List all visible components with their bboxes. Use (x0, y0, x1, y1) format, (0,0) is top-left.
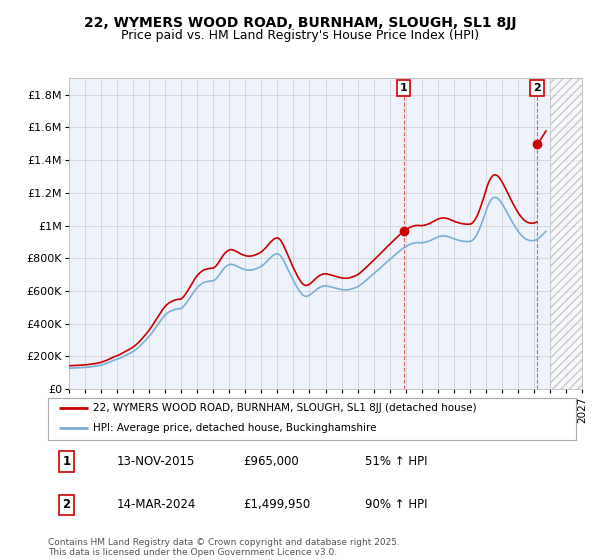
Text: 2: 2 (62, 498, 71, 511)
Text: 2: 2 (533, 83, 541, 93)
Text: 14-MAR-2024: 14-MAR-2024 (116, 498, 196, 511)
Text: £1,499,950: £1,499,950 (244, 498, 311, 511)
Text: £965,000: £965,000 (244, 455, 299, 468)
Text: 22, WYMERS WOOD ROAD, BURNHAM, SLOUGH, SL1 8JJ: 22, WYMERS WOOD ROAD, BURNHAM, SLOUGH, S… (84, 16, 516, 30)
Text: 51% ↑ HPI: 51% ↑ HPI (365, 455, 427, 468)
Text: 90% ↑ HPI: 90% ↑ HPI (365, 498, 427, 511)
Text: 1: 1 (62, 455, 71, 468)
Bar (550, 78, 582, 389)
Text: Price paid vs. HM Land Registry's House Price Index (HPI): Price paid vs. HM Land Registry's House … (121, 29, 479, 42)
Text: 22, WYMERS WOOD ROAD, BURNHAM, SLOUGH, SL1 8JJ (detached house): 22, WYMERS WOOD ROAD, BURNHAM, SLOUGH, S… (93, 403, 476, 413)
Text: Contains HM Land Registry data © Crown copyright and database right 2025.
This d: Contains HM Land Registry data © Crown c… (48, 538, 400, 557)
Text: 13-NOV-2015: 13-NOV-2015 (116, 455, 195, 468)
Text: 1: 1 (400, 83, 407, 93)
Text: HPI: Average price, detached house, Buckinghamshire: HPI: Average price, detached house, Buck… (93, 423, 376, 433)
